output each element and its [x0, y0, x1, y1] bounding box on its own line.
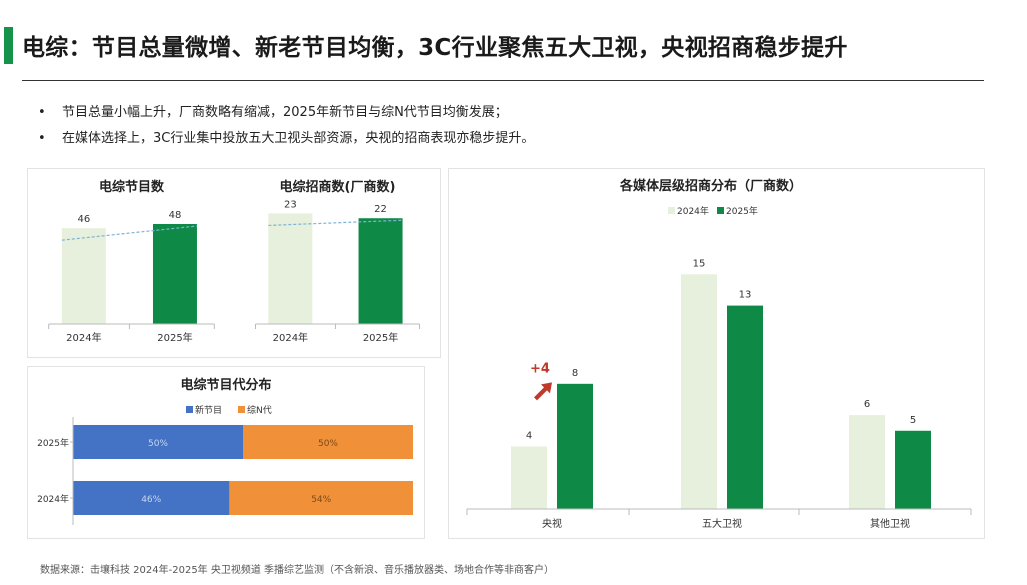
bullet-marker: •	[38, 131, 46, 146]
media-annotation-label: +4	[530, 361, 550, 376]
generation-segment-label: 50%	[318, 439, 338, 449]
page-title: 电综：节目总量微增、新老节目均衡，3C行业聚焦五大卫视，央视招商稳步提升	[22, 35, 848, 61]
media-legend-label: 2024年	[677, 205, 709, 217]
advertisers-category-label: 2025年	[363, 331, 398, 344]
media-legend-swatch	[668, 207, 675, 214]
media-value-label: 4	[526, 430, 532, 441]
media-panel: 各媒体层级招商分布（厂商数） 2024年 2025年 4 8 央视 15 13 五大卫视 6 5 其他…	[448, 168, 985, 539]
media-legend-label: 2025年	[726, 205, 758, 217]
top-left-panel: 电综节目数 46 2024年 48 2025年 电综招商数(厂商数) 23 2024年 22 2…	[27, 168, 441, 358]
programs-chart: 电综节目数 46 2024年 48 2025年	[48, 179, 215, 344]
programs-category-label: 2024年	[66, 331, 101, 344]
advertisers-category-label: 2024年	[273, 331, 308, 344]
advertisers-value-label: 22	[374, 204, 387, 215]
bullet-marker: •	[38, 105, 46, 120]
advertisers-trendline	[268, 219, 403, 227]
media-bar	[849, 415, 885, 509]
generation-legend-label: 新节目	[195, 404, 222, 416]
generation-segment-label: 46%	[141, 495, 161, 505]
bullet-item: • 节目总量小幅上升，厂商数略有缩减，2025年新节目与综N代节目均衡发展；	[38, 103, 534, 129]
media-value-label: 8	[572, 368, 578, 379]
advertisers-title: 电综招商数(厂商数)	[280, 179, 396, 195]
generation-bar-segment	[243, 425, 413, 459]
media-value-label: 5	[910, 415, 916, 426]
generation-segment-label: 54%	[311, 495, 331, 505]
programs-category-label: 2025年	[157, 331, 192, 344]
generation-segment-label: 50%	[148, 439, 168, 449]
media-bar	[681, 274, 717, 509]
media-category-label: 其他卫视	[870, 517, 910, 530]
generation-bar-segment	[73, 481, 230, 515]
programs-bar	[152, 224, 197, 324]
advertisers-chart: 电综招商数(厂商数) 23 2024年 22 2025年	[255, 179, 420, 344]
programs-value-label: 48	[169, 210, 182, 221]
programs-bar	[61, 228, 106, 324]
bullet-item: • 在媒体选择上，3C行业集中投放五大卫视头部资源，央视的招商表现亦稳步提升。	[38, 129, 534, 155]
title-accent-bar	[4, 27, 13, 64]
programs-trendline	[61, 225, 198, 241]
generation-panel: 电综节目代分布新节目 综N代 2025年 50% 50% 2024年 46% 54%	[27, 366, 425, 539]
media-bar	[511, 446, 547, 509]
media-legend-swatch	[717, 207, 724, 214]
advertisers-bar	[358, 218, 403, 324]
source-note: 数据来源：击壤科技 2024年-2025年 央卫视频道 季播综艺监测（不含新浪、…	[40, 565, 555, 576]
media-bar	[895, 430, 931, 509]
generation-category-label: 2025年	[37, 437, 69, 449]
generation-legend-swatch	[186, 406, 193, 413]
media-category-label: 央视	[542, 517, 562, 530]
generation-bar-segment	[73, 425, 243, 459]
advertisers-value-label: 23	[284, 199, 297, 210]
generation-bar-segment	[229, 481, 413, 515]
programs-value-label: 46	[78, 214, 91, 225]
bullet-text: 节目总量小幅上升，厂商数略有缩减，2025年新节目与综N代节目均衡发展；	[62, 105, 508, 120]
generation-legend-swatch	[238, 406, 245, 413]
programs-title: 电综节目数	[99, 179, 165, 195]
generation-legend-label: 综N代	[247, 404, 272, 416]
generation-title: 电综节目代分布	[180, 377, 271, 393]
advertisers-bar	[268, 213, 313, 324]
media-bar	[727, 305, 763, 509]
media-value-label: 15	[693, 258, 706, 269]
media-bar	[557, 383, 593, 509]
title-divider	[22, 80, 984, 81]
media-chart: 各媒体层级招商分布（厂商数） 2024年 2025年 4 8 央视 15 13 五大卫视 6 5 其他…	[466, 178, 972, 530]
media-value-label: 13	[739, 290, 752, 301]
media-title: 各媒体层级招商分布（厂商数）	[619, 178, 802, 194]
arrow-up-right-icon	[534, 382, 552, 401]
media-value-label: 6	[864, 399, 870, 410]
generation-category-label: 2024年	[37, 493, 69, 505]
media-category-label: 五大卫视	[702, 517, 742, 530]
summary-bullets: • 节目总量小幅上升，厂商数略有缩减，2025年新节目与综N代节目均衡发展； •…	[38, 103, 534, 155]
bullet-text: 在媒体选择上，3C行业集中投放五大卫视头部资源，央视的招商表现亦稳步提升。	[62, 131, 535, 146]
